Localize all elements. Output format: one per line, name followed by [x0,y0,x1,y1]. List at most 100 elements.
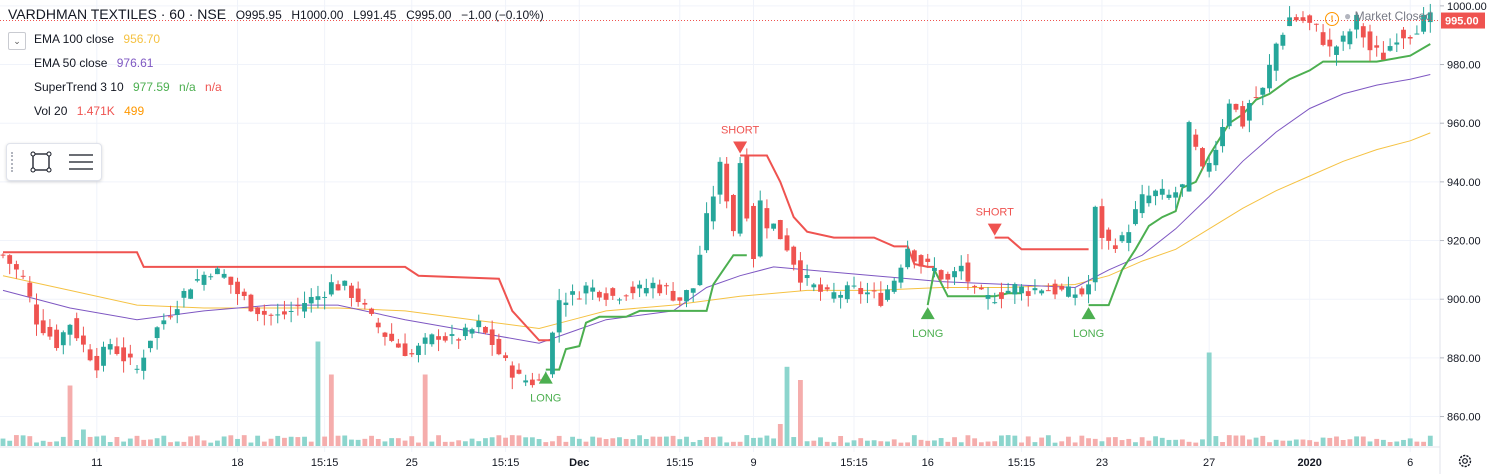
volume-bar [1072,442,1078,446]
candle [483,325,488,335]
candle-body [1273,43,1279,71]
candle-body [945,273,951,280]
candle-body [1246,103,1252,121]
candle [1220,119,1225,153]
time-tick-label: 18 [231,457,243,469]
volume-bar [878,441,884,446]
candle-body [449,334,455,336]
candle-body [583,285,589,294]
candle [737,156,743,237]
legend-supertrend[interactable]: SuperTrend 3 10 977.59 n/a n/a [34,80,228,94]
candle-body [523,380,529,383]
volume-bar [838,435,844,446]
candle [335,280,341,291]
candle-body [737,163,743,234]
candle-body [650,282,656,289]
volume-bar [74,440,80,446]
candle [47,319,53,340]
legend-ema50[interactable]: EMA 50 close 976.61 [34,56,159,70]
volume-bar [54,441,60,446]
candle [1300,11,1306,24]
candle [818,277,823,301]
candle [918,254,924,274]
legend-value: 1.471K [76,104,115,118]
volume-bar [395,438,401,446]
drag-handle-icon[interactable] [11,152,16,172]
volume-bar [603,439,609,446]
legend-ema100[interactable]: EMA 100 close 956.70 [34,32,166,46]
candle [824,284,830,292]
candle-body [1220,127,1225,147]
candle [1421,7,1427,35]
volume-bar [891,439,897,446]
candle [1072,287,1078,306]
legend-value: 977.59 [132,80,170,94]
legend-value: 499 [124,104,145,118]
gear-icon[interactable] [1456,452,1474,470]
candle-body [248,294,254,312]
candle-body [456,339,462,341]
market-status[interactable]: ! ● Market Closed [1325,9,1432,26]
long-signal-label: LONG [530,393,561,405]
candle-body [60,332,66,346]
candle [315,285,321,309]
candle [797,252,803,291]
time-tick-label: 15:15 [492,457,520,469]
candle [362,298,368,310]
volume-bar [261,441,267,446]
volume-bar [797,380,803,446]
volume-bar [268,438,274,446]
rectangle-tool-icon[interactable] [29,150,53,174]
candle [1287,6,1292,27]
volume-bar [80,429,86,446]
candle-body [315,296,321,300]
candle-body [241,291,247,297]
candle [670,282,676,302]
volume-bar [1052,442,1058,446]
legend-volume[interactable]: Vol 20 1.471K 499 [34,104,150,118]
candle [235,277,240,305]
candle [771,223,777,231]
candle-body [1206,162,1212,172]
candle-body [1059,286,1065,290]
volume-bar [1193,442,1199,446]
candle-body [1045,290,1051,292]
candle-body [985,295,991,299]
candle-body [295,305,301,307]
candle [54,324,60,351]
volume-bar [409,436,415,446]
volume-bar [1407,438,1413,446]
legend-value: n/a [179,80,196,94]
candle [1407,35,1413,45]
candle [965,254,971,290]
candle-body [114,346,120,354]
candle-body [637,284,643,289]
candle-body [838,294,844,298]
candle [710,185,716,230]
candle-body [1166,194,1172,198]
candle [610,287,616,300]
candle-body [898,267,904,283]
candle-body [1307,15,1313,23]
candle-body [436,336,441,340]
candle [121,337,127,373]
volume-bar [985,441,991,446]
candle-body [382,332,388,337]
candle-body [1159,188,1165,195]
collapse-legend-button[interactable]: ⌄ [8,32,26,50]
last-price-label: 995.00 [1445,16,1479,28]
candle-body [791,246,797,265]
volume-bar [657,436,663,446]
candle-body [107,344,113,350]
candle-body [804,275,810,279]
volume-bar [168,442,173,446]
candle-body [416,345,421,356]
volume-bar [945,441,951,446]
volume-bar [958,442,964,446]
candle [1086,274,1091,304]
settings-list-icon[interactable] [67,150,95,174]
candle [945,271,951,289]
time-tick-label: 15:15 [666,457,694,469]
volume-bar [1367,441,1373,446]
